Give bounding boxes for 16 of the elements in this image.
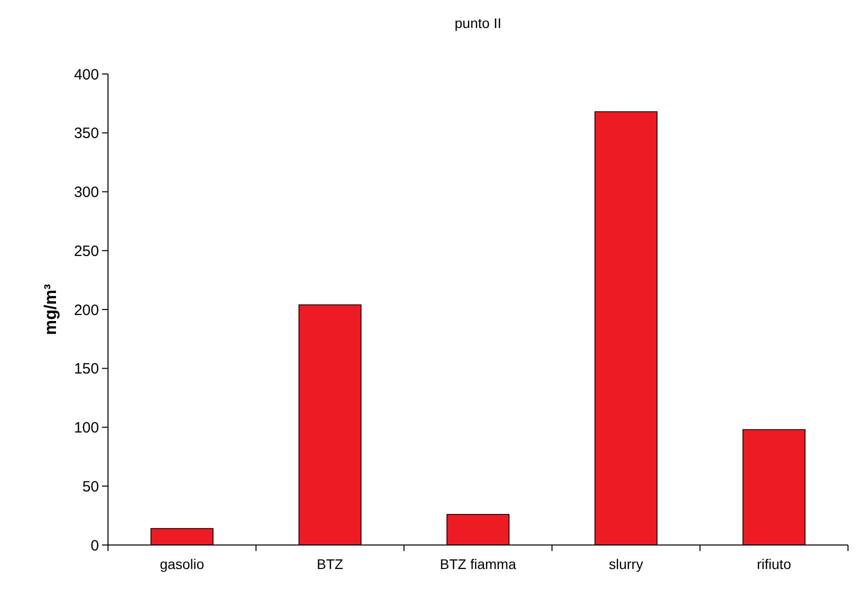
y-axis-title: mg/m³ [41, 284, 60, 335]
x-tick-label: BTZ [316, 556, 344, 572]
y-tick-label: 150 [74, 360, 99, 378]
y-tick-label: 400 [74, 66, 99, 84]
y-tick-label: 0 [90, 537, 99, 554]
x-tick-label: BTZ fiamma [440, 556, 516, 572]
chart-title: punto II [454, 15, 502, 31]
y-tick-label: 50 [82, 478, 99, 496]
x-tick-label: slurry [608, 556, 644, 572]
x-tick-label: gasolio [160, 556, 204, 572]
x-tick-label: rifiuto [756, 556, 792, 572]
y-tick-label: 200 [74, 302, 99, 319]
y-tick-label: 300 [74, 184, 99, 201]
y-tick-label: 100 [74, 420, 99, 436]
y-tick-label: 250 [74, 242, 99, 260]
y-tick-label: 350 [74, 125, 99, 142]
